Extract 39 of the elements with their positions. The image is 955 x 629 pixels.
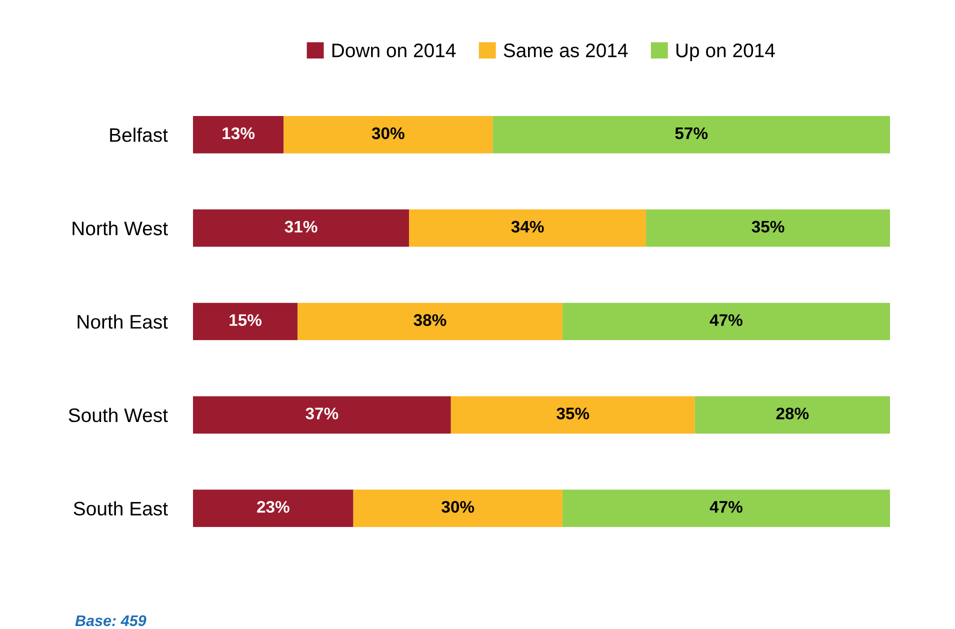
data-label: 15% xyxy=(230,314,262,326)
data-label: 38% xyxy=(414,314,446,326)
data-label: 47% xyxy=(710,501,742,513)
bar xyxy=(353,490,562,527)
y-tick-label: North West xyxy=(72,221,168,236)
y-tick-label: North East xyxy=(78,314,168,329)
data-label: 34% xyxy=(511,220,544,233)
y-tick-label: South East xyxy=(74,501,168,516)
data-label: 35% xyxy=(752,220,784,233)
data-label: 30% xyxy=(372,127,404,140)
text: Base: 459 xyxy=(75,615,146,626)
data-label: 28% xyxy=(776,408,809,420)
legend-label: Same as 2014 xyxy=(504,44,628,58)
data-label: 37% xyxy=(306,408,338,420)
data-label: 23% xyxy=(257,500,290,513)
bar xyxy=(284,116,493,154)
bar xyxy=(193,396,451,434)
bar xyxy=(193,209,410,247)
bar xyxy=(193,490,354,527)
bar xyxy=(298,302,562,340)
data-label: 57% xyxy=(675,127,708,140)
bar xyxy=(562,302,890,340)
bar xyxy=(492,116,890,154)
data-label: 35% xyxy=(556,408,590,420)
legend-label: Down on 2014 xyxy=(332,44,456,58)
data-label: 31% xyxy=(284,220,318,233)
bar xyxy=(409,209,646,247)
y-tick-label: Belfast xyxy=(110,128,168,142)
data-label: 47% xyxy=(710,314,742,326)
y-tick-label: South West xyxy=(68,408,168,422)
data-label: 30% xyxy=(442,500,474,513)
legend-label: Up on 2014 xyxy=(676,44,775,62)
bar xyxy=(694,396,890,434)
bar xyxy=(646,209,890,247)
bar xyxy=(193,302,298,340)
bar xyxy=(193,116,284,154)
bar xyxy=(562,490,890,527)
bar xyxy=(450,396,695,434)
data-label: 13% xyxy=(222,127,255,140)
